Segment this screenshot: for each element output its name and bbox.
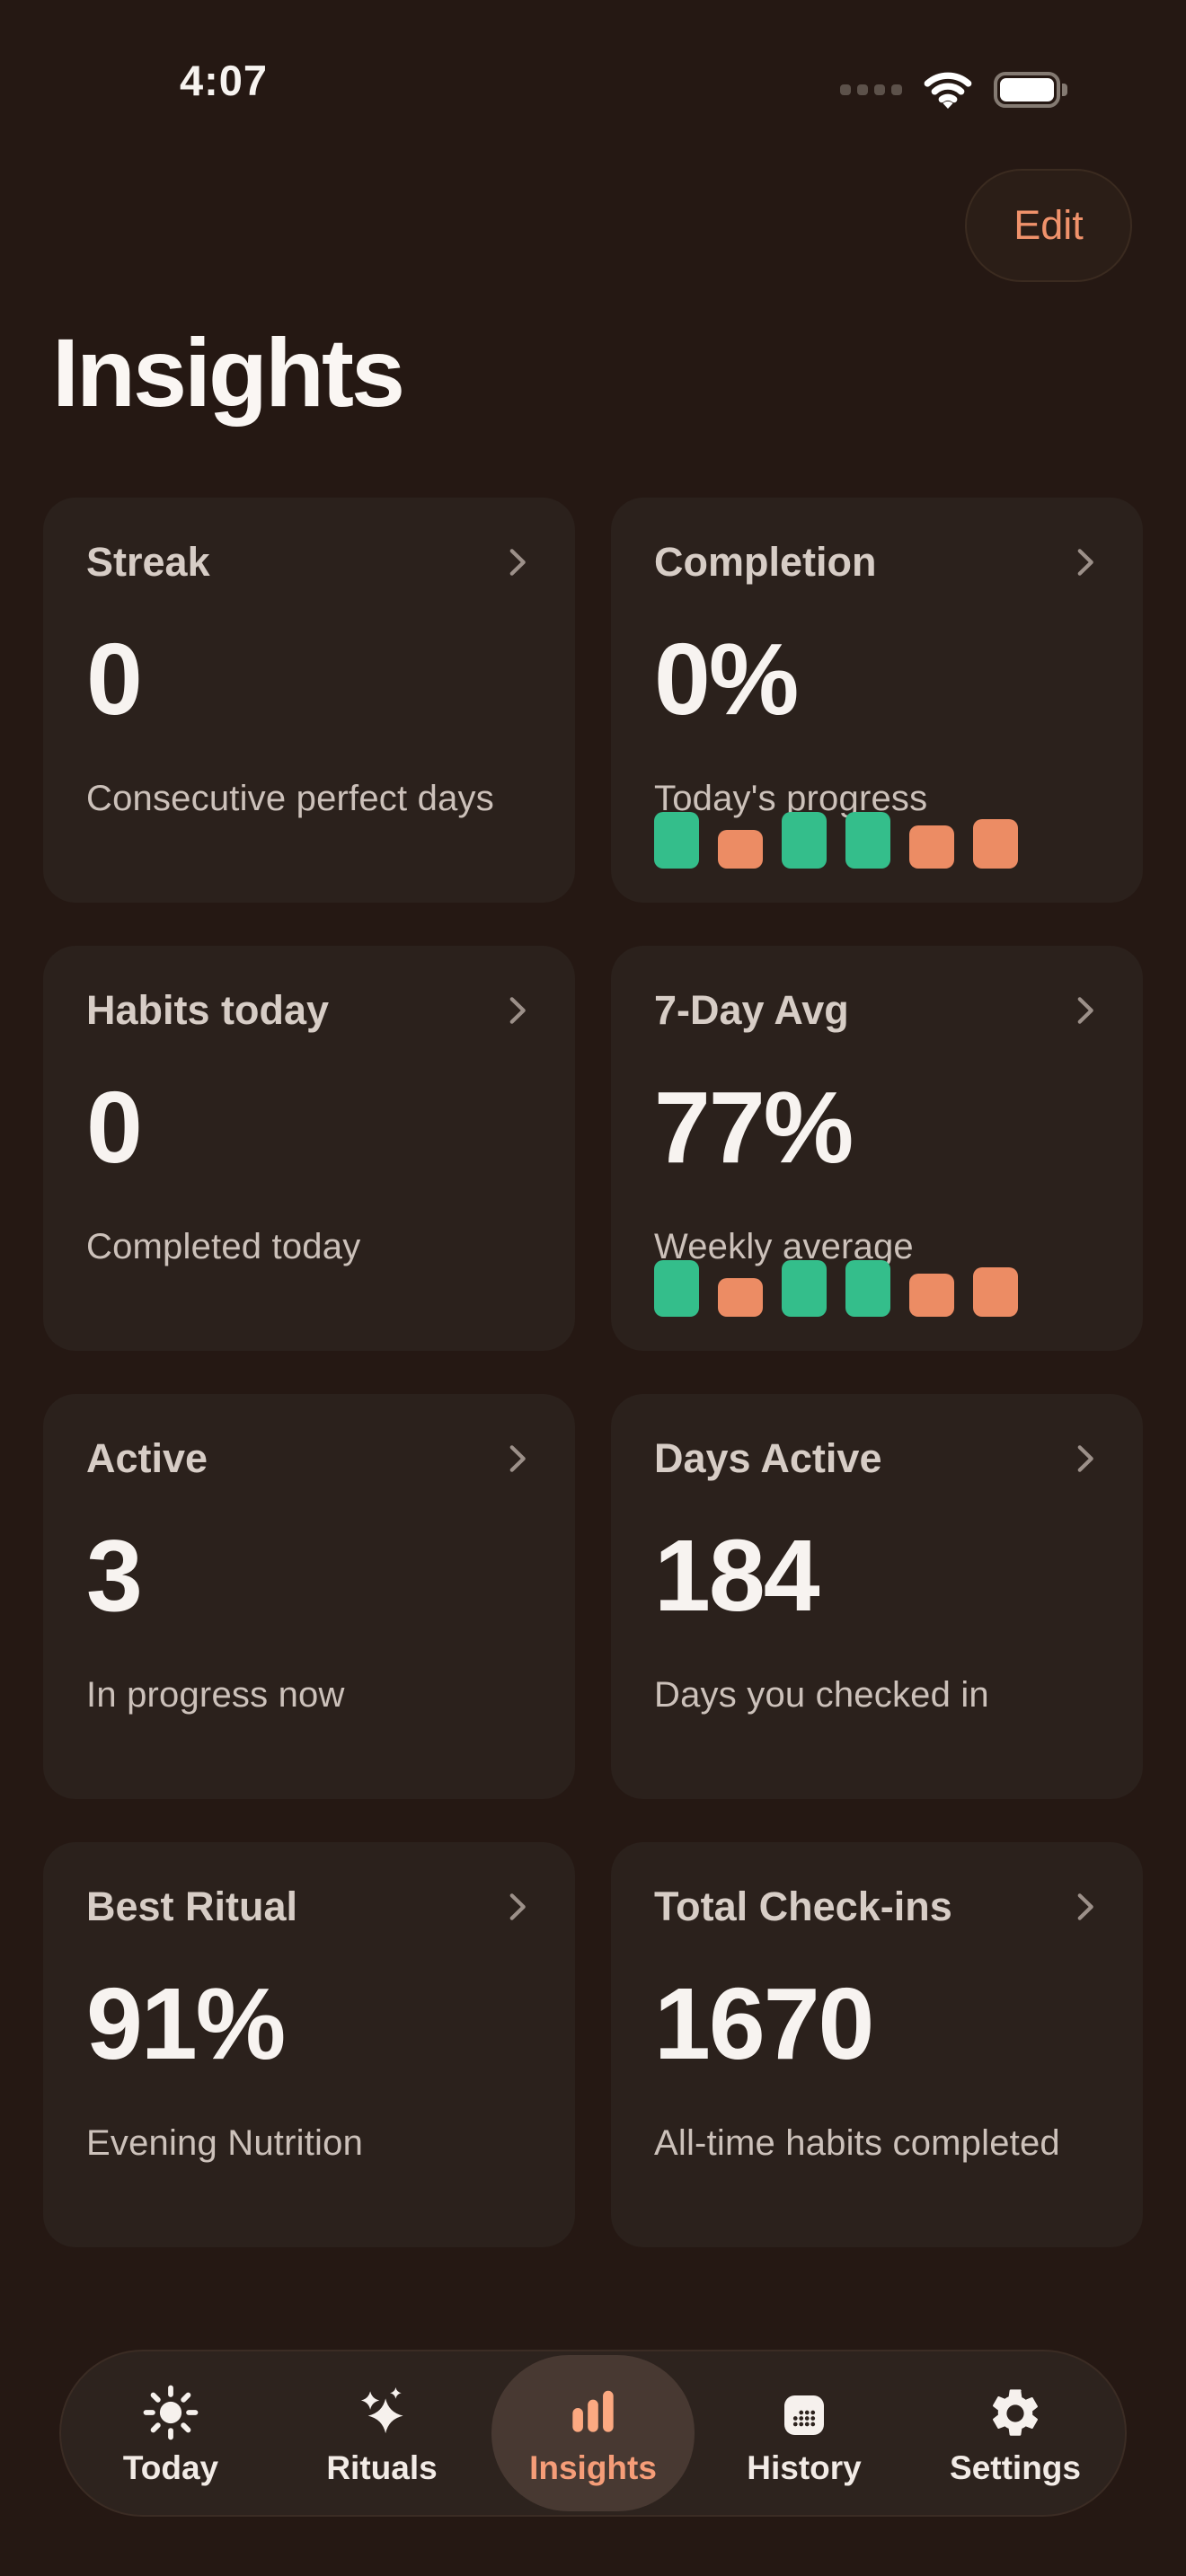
card-title: Total Check-ins [654, 1883, 952, 1929]
calendar-icon [777, 2379, 831, 2442]
status-icons [840, 68, 1069, 111]
chart-bar [973, 1267, 1018, 1317]
card-title: Active [86, 1435, 208, 1481]
edit-button[interactable]: Edit [965, 169, 1132, 282]
gear-icon [987, 2379, 1044, 2442]
tab-label: History [747, 2449, 862, 2486]
card-subtitle: Days you checked in [654, 1675, 989, 1715]
card-best-ritual[interactable]: Best Ritual 91% Evening Nutrition [43, 1842, 575, 2247]
card-subtitle: All-time habits completed [654, 2123, 1060, 2163]
card-subtitle: Consecutive perfect days [86, 779, 494, 818]
chart-bar [718, 1278, 763, 1317]
wifi-icon [922, 69, 974, 110]
card-title: Days Active [654, 1435, 882, 1481]
card-subtitle: Evening Nutrition [86, 2123, 364, 2163]
tab-history[interactable]: History [703, 2355, 906, 2511]
tab-insights[interactable]: Insights [491, 2355, 695, 2511]
tab-today[interactable]: Today [69, 2355, 272, 2511]
card-header: 7-Day Avg [654, 987, 1103, 1034]
card-header: Days Active [654, 1435, 1103, 1482]
card-header: Completion [654, 539, 1103, 586]
card-header: Active [86, 1435, 535, 1482]
card-value: 184 [654, 1519, 820, 1632]
card-title: Habits today [86, 987, 330, 1033]
card-active[interactable]: Active 3 In progress now [43, 1394, 575, 1799]
bar-chart-icon [562, 2379, 624, 2442]
card-7-day-avg[interactable]: 7-Day Avg 77% Weekly average [611, 946, 1143, 1351]
card-days-active[interactable]: Days Active 184 Days you checked in [611, 1394, 1143, 1799]
battery-icon [994, 72, 1069, 108]
status-time: 4:07 [180, 57, 269, 104]
card-completion[interactable]: Completion 0% Today's progress [611, 498, 1143, 903]
chart-bar [973, 819, 1018, 869]
card-value: 1670 [654, 1967, 874, 2080]
card-header: Streak [86, 539, 535, 586]
chart-bar [782, 812, 827, 869]
mini-bar-chart [654, 812, 1018, 869]
mini-bar-chart [654, 1260, 1018, 1317]
chevron-right-icon [1066, 1888, 1103, 1926]
chart-bar [718, 830, 763, 869]
tab-label: Rituals [326, 2449, 438, 2486]
chart-bar [654, 1260, 699, 1317]
card-header: Best Ritual [86, 1883, 535, 1930]
card-value: 0% [654, 622, 799, 736]
card-title: Streak [86, 539, 210, 585]
chart-bar [782, 1260, 827, 1317]
chevron-right-icon [498, 1440, 535, 1478]
chevron-right-icon [1066, 992, 1103, 1029]
card-value: 3 [86, 1519, 143, 1632]
sun-icon [141, 2379, 200, 2442]
cellular-dots-icon [840, 84, 902, 95]
chevron-right-icon [498, 1888, 535, 1926]
card-streak[interactable]: Streak 0 Consecutive perfect days [43, 498, 575, 903]
card-value: 0 [86, 622, 143, 736]
chart-bar [909, 1274, 954, 1317]
tab-settings[interactable]: Settings [914, 2355, 1117, 2511]
card-title: Best Ritual [86, 1883, 298, 1929]
chevron-right-icon [498, 992, 535, 1029]
card-total-check-ins[interactable]: Total Check-ins 1670 All-time habits compl… [611, 1842, 1143, 2247]
chart-bar [845, 1260, 890, 1317]
chevron-right-icon [498, 543, 535, 581]
chart-bar [845, 812, 890, 869]
card-habits-today[interactable]: Habits today 0 Completed today [43, 946, 575, 1351]
insights-grid: Streak 0 Consecutive perfect days Completio… [43, 498, 1143, 2247]
card-subtitle: In progress now [86, 1675, 345, 1715]
chart-bar [654, 812, 699, 869]
card-header: Total Check-ins [654, 1883, 1103, 1930]
card-value: 77% [654, 1071, 854, 1184]
tab-bar: Today Rituals Insights History Settings [59, 2350, 1127, 2517]
card-subtitle: Completed today [86, 1227, 361, 1266]
chart-bar [909, 825, 954, 869]
tab-rituals[interactable]: Rituals [280, 2355, 483, 2511]
card-title: Completion [654, 539, 877, 585]
card-value: 0 [86, 1071, 143, 1184]
card-subtitle: Weekly average [654, 1227, 914, 1266]
sparkles-icon [352, 2379, 412, 2442]
card-value: 91% [86, 1967, 286, 2080]
tab-label: Settings [950, 2449, 1081, 2486]
card-subtitle: Today's progress [654, 779, 928, 818]
tab-label: Insights [529, 2449, 657, 2486]
chevron-right-icon [1066, 543, 1103, 581]
chevron-right-icon [1066, 1440, 1103, 1478]
card-header: Habits today [86, 987, 535, 1034]
page-title: Insights [52, 318, 405, 427]
card-title: 7-Day Avg [654, 987, 849, 1033]
tab-label: Today [122, 2449, 219, 2486]
